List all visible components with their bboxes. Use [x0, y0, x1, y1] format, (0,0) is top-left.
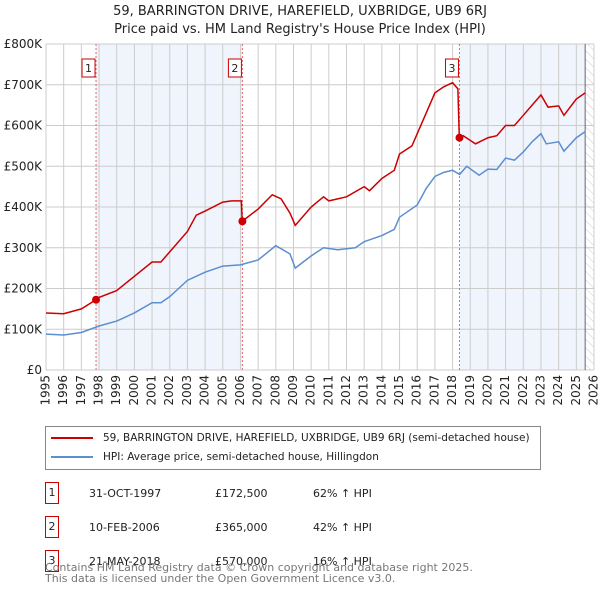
legend-swatch-property [51, 437, 93, 439]
property-price-line [45, 81, 586, 315]
sale-label-box [444, 58, 459, 78]
x-tick-label: 1996 [56, 375, 70, 406]
x-tick-label: 2026 [587, 375, 600, 406]
x-tick-label: 2010 [304, 375, 318, 406]
x-tick-label: 2004 [198, 375, 212, 406]
y-tick-label: £600K [4, 119, 44, 133]
legend-swatch-hpi [51, 456, 93, 458]
y-tick-label: £500K [4, 159, 44, 173]
sale-point [238, 217, 247, 226]
x-tick-label: 2020 [480, 375, 494, 406]
x-tick-label: 2001 [145, 375, 159, 406]
x-tick-label: 2000 [127, 375, 141, 406]
y-tick-label: £200K [4, 282, 44, 296]
y-tick-label: £0 [27, 363, 42, 377]
sale-label: 2 [231, 62, 238, 75]
chart-title: 59, BARRINGTON DRIVE, HAREFIELD, UXBRIDG… [113, 4, 487, 19]
y-tick-label: £100K [4, 322, 44, 336]
x-tick-label: 2016 [410, 375, 424, 406]
sale-date: 31-OCT-1997 [89, 487, 162, 500]
x-tick-label: 2013 [357, 375, 371, 406]
x-tick-label: 2022 [516, 375, 530, 406]
x-tick-label: 2019 [463, 375, 477, 406]
sale-price: £570,000 [215, 555, 268, 568]
sale-date: 21-MAY-2018 [89, 555, 161, 568]
x-tick-label: 2021 [498, 375, 512, 406]
x-tick-label: 2015 [392, 375, 406, 406]
sale-number: 1 [45, 482, 59, 504]
y-tick-label: £800K [4, 37, 44, 51]
sale-label: 1 [85, 62, 92, 75]
x-tick-label: 2003 [180, 375, 194, 406]
x-tick-label: 2018 [445, 375, 459, 406]
x-tick-label: 2006 [233, 375, 247, 406]
sale-hpi-diff: 16% ↑ HPI [313, 555, 372, 568]
sale-price: £365,000 [215, 521, 268, 534]
legend-label-property: 59, BARRINGTON DRIVE, HAREFIELD, UXBRIDG… [103, 432, 530, 444]
x-tick-label: 2005 [215, 375, 229, 406]
sale-label: 3 [448, 62, 455, 75]
legend: 59, BARRINGTON DRIVE, HAREFIELD, UXBRIDG… [45, 426, 541, 470]
chart-subtitle: Price paid vs. HM Land Registry's House … [114, 22, 486, 37]
y-tick-label: £300K [4, 241, 44, 255]
x-tick-label: 2017 [427, 375, 441, 406]
hpi-line [45, 130, 586, 336]
x-tick-label: 2007 [251, 375, 265, 406]
x-tick-label: 2012 [339, 375, 353, 406]
x-tick-label: 1998 [92, 375, 106, 406]
legend-label-hpi: HPI: Average price, semi-detached house,… [103, 451, 379, 463]
sale-hpi-diff: 42% ↑ HPI [313, 521, 372, 534]
footer-licence: This data is licensed under the Open Gov… [45, 572, 396, 585]
x-tick-label: 2008 [268, 375, 282, 406]
sale-date: 10-FEB-2006 [89, 521, 160, 534]
x-tick-label: 2011 [321, 375, 335, 406]
x-tick-label: 2024 [551, 375, 565, 406]
sale-label-box [81, 58, 96, 78]
sale-point [92, 295, 101, 304]
sale-hpi-diff: 62% ↑ HPI [313, 487, 372, 500]
x-tick-label: 1997 [74, 375, 88, 406]
footer-copyright: Contains HM Land Registry data © Crown c… [45, 561, 473, 574]
price-chart: 1995 1996 1997 1998 1999 2000 2001 2002 2003 2004… [4, 37, 600, 406]
x-tick-label: 2009 [286, 375, 300, 406]
x-tick-label: 1995 [39, 375, 53, 406]
sale-number: 2 [45, 516, 59, 538]
x-tick-label: 1999 [109, 375, 123, 406]
x-tick-label: 2014 [374, 375, 388, 406]
y-tick-label: £700K [4, 78, 44, 92]
sale-label-box [227, 58, 242, 78]
x-tick-label: 2025 [569, 375, 583, 406]
sale-price: £172,500 [215, 487, 268, 500]
y-tick-label: £400K [4, 200, 44, 214]
sale-point [455, 133, 464, 142]
sale-number: 3 [45, 550, 59, 572]
x-tick-label: 2002 [162, 375, 176, 406]
x-tick-label: 2023 [533, 375, 547, 406]
